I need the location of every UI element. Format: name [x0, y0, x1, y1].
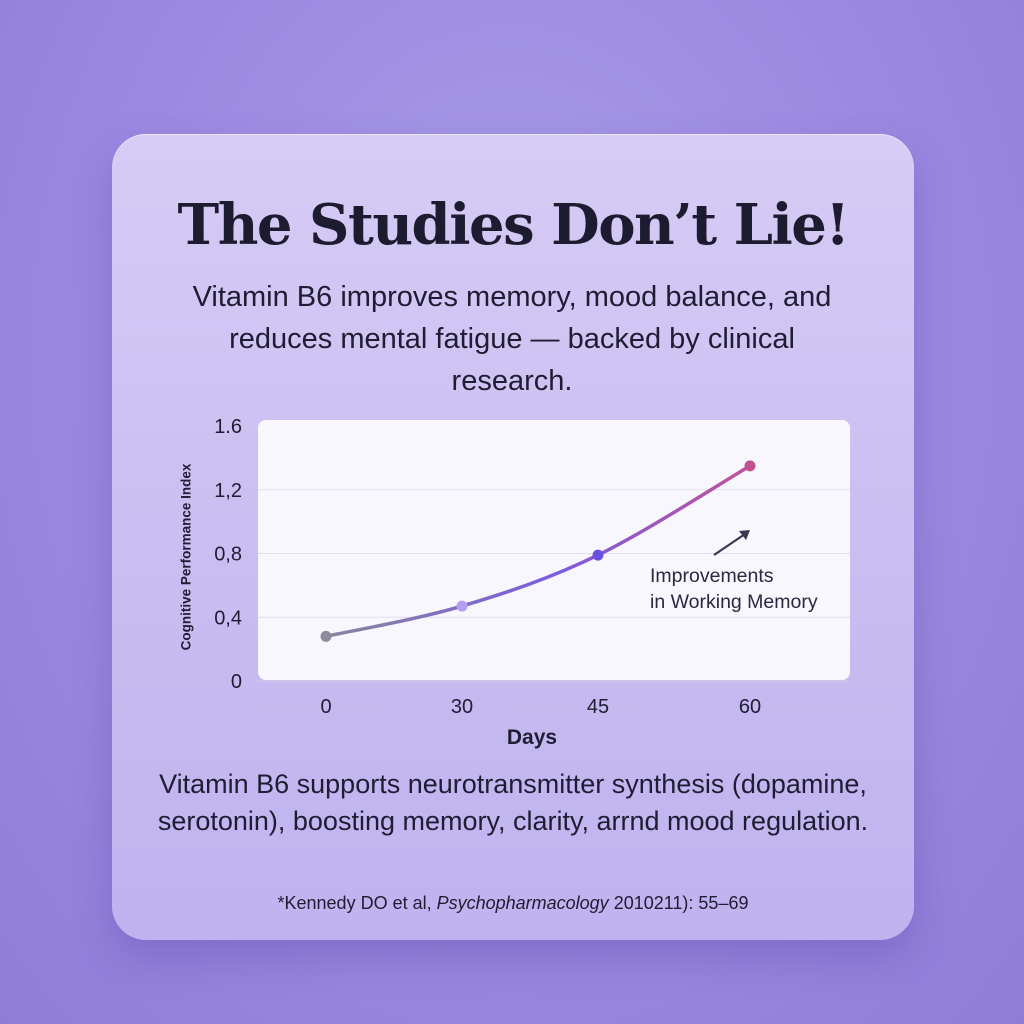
info-card: The Studies Don’t Lie! Vitamin B6 improv… — [112, 134, 914, 940]
series-line — [324, 464, 752, 639]
x-tick-label: 0 — [320, 696, 331, 718]
x-tick-label: 60 — [739, 696, 761, 718]
annotation-arrow-line — [713, 531, 749, 556]
y-axis-label: Cognitive Performance Index — [178, 463, 194, 651]
y-tick-label: 0 — [231, 671, 242, 693]
y-tick-label: 0,8 — [214, 544, 242, 566]
body-text: Vitamin B6 supports neurotransmitter syn… — [157, 769, 869, 836]
card-title: The Studies Don’t Lie! — [177, 192, 850, 258]
y-tick-label: 0,4 — [214, 607, 242, 629]
annotation-text: in Working Memory — [650, 591, 818, 613]
annotation-text: Improvements — [650, 565, 774, 587]
data-point — [744, 460, 756, 472]
citation-journal: Psychopharmacology — [436, 893, 609, 913]
data-point — [456, 600, 468, 612]
data-point — [320, 630, 332, 642]
x-tick-label: 30 — [451, 696, 473, 718]
x-tick-label: 45 — [587, 696, 609, 718]
citation: *Kennedy DO et al, Psychopharmacology 20… — [112, 893, 914, 914]
citation-prefix: *Kennedy DO et al, — [277, 893, 437, 913]
y-tick-label: 1.6 — [214, 416, 242, 438]
y-tick-label: 1,2 — [214, 480, 242, 502]
citation-suffix: 2010211): 55–69 — [608, 893, 749, 913]
annotation-arrow-head — [739, 530, 750, 540]
x-axis-label: Days — [506, 726, 558, 749]
card-subtitle: Vitamin B6 improves memory, mood balance… — [192, 281, 832, 397]
line-chart: 0 0,4 0,8 1,2 1.6 0 30 45 60 Improvements in Wor… — [214, 416, 850, 718]
data-point — [592, 549, 604, 561]
